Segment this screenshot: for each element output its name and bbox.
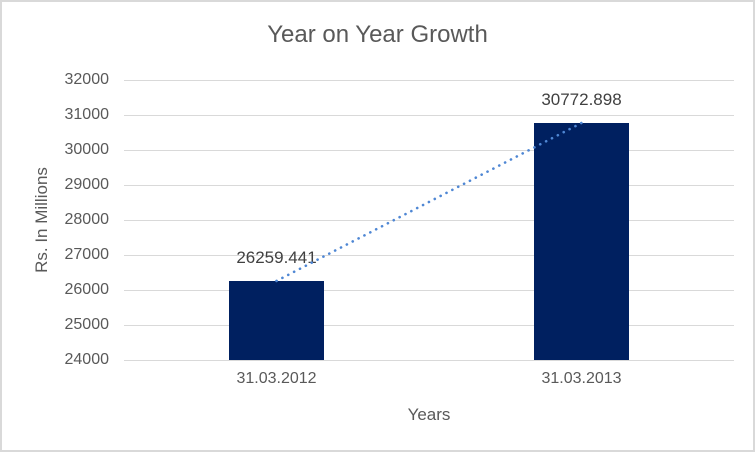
y-tick-label: 31000 [64,106,110,123]
gridline [124,255,734,256]
x-tick-label: 31.03.2012 [236,370,317,387]
y-tick-label: 25000 [64,316,110,333]
plot-area: 26259.441 30772.898 [124,80,734,361]
gridline [124,185,734,186]
gridline [124,115,734,116]
gridline [124,150,734,151]
y-tick-label: 32000 [64,71,110,88]
y-axis-tick-labels: 24000 25000 26000 27000 28000 29000 30000 31000… [2,2,110,450]
bar-31.03.2013 [534,122,629,360]
x-axis-title: Years [407,405,451,424]
y-tick-label: 27000 [64,246,110,263]
gridline [124,360,734,361]
gridline [124,290,734,291]
y-tick-label: 24000 [64,351,110,368]
y-tick-label: 28000 [64,211,110,228]
x-tick-label: 31.03.2013 [541,370,622,387]
gridline [124,325,734,326]
chart-title: Year on Year Growth [267,21,488,48]
data-label: 26259.441 [236,247,317,267]
gridline [124,80,734,81]
data-label: 30772.898 [541,89,622,109]
gridline [124,220,734,221]
y-tick-label: 29000 [64,176,110,193]
bar-31.03.2012 [229,280,324,360]
y-tick-label: 30000 [64,141,110,158]
y-tick-label: 26000 [64,281,110,298]
